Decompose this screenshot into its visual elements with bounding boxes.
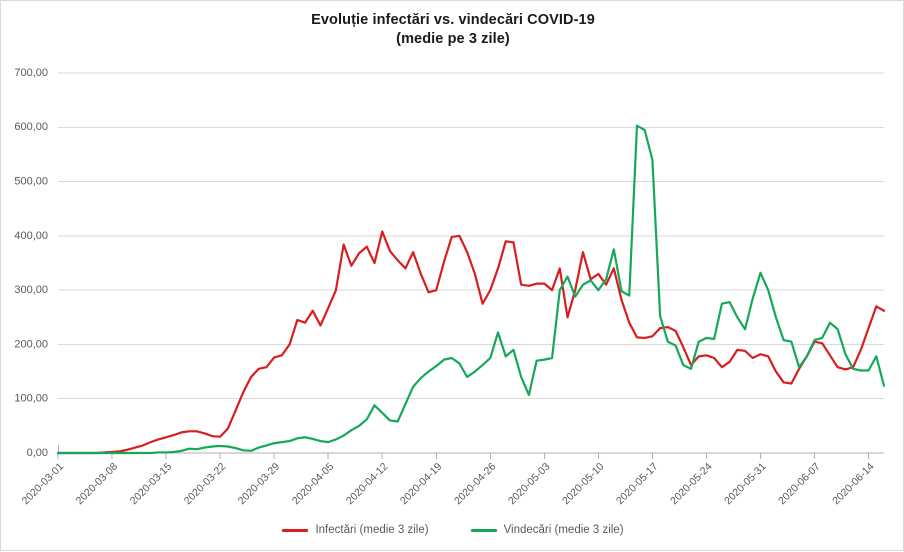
legend-swatch-infectari [282,528,309,532]
gridlines [58,72,884,454]
x-tick-label: 2020-04-26 [452,461,499,508]
legend-item-vindecari[interactable]: Vindecări (medie 3 zile) [470,524,624,536]
legend-swatch-vindecari [470,528,497,532]
x-tick-label: 2020-04-12 [344,461,391,508]
x-tick-label: 2020-05-10 [560,461,607,508]
y-tick-label: 700,00 [14,67,48,79]
x-tick-label: 2020-04-05 [290,461,337,508]
legend-item-infectari[interactable]: Infectări (medie 3 zile) [282,524,429,536]
y-tick-label: 500,00 [14,175,48,187]
y-tick-label: 400,00 [14,230,48,242]
chart-legend: Infectări (medie 3 zile) Vindecări (medi… [1,524,904,536]
x-tick-label: 2020-06-07 [776,461,823,508]
x-tick-label: 2020-06-14 [830,461,877,508]
x-tick-label: 2020-05-03 [506,461,553,508]
series-line-infectari [56,230,886,455]
legend-label-infectari: Infectări (medie 3 zile) [315,524,429,536]
x-axis-ticks [57,453,870,459]
x-tick-label: 2020-03-08 [74,461,121,508]
y-tick-label: 100,00 [14,393,48,405]
x-tick-label: 2020-03-29 [236,461,283,508]
x-axis-tick-labels: 2020-03-01 2020-03-08 2020-03-15 2020-03-22… [20,461,877,508]
data-series-lines [56,124,886,455]
x-tick-label: 2020-03-01 [20,461,67,508]
chart-title-line-1: Evoluție infectări vs. vindecări COVID-1… [311,12,595,28]
y-tick-label: 300,00 [14,284,48,296]
x-tick-label: 2020-03-15 [128,461,175,508]
y-tick-label: 0,00 [27,447,48,459]
series-line-vindecari [56,124,886,455]
x-tick-label: 2020-05-31 [722,461,769,508]
x-tick-label: 2020-05-24 [668,461,715,508]
legend-label-vindecari: Vindecări (medie 3 zile) [503,524,624,536]
y-tick-label: 200,00 [14,338,48,350]
x-tick-label: 2020-03-22 [182,461,229,508]
chart-title-line-2: (medie pe 3 zile) [396,31,510,47]
y-tick-label: 600,00 [14,121,48,133]
y-axis-tick-labels: 0,00 100,00 200,00 300,00 400,00 500,00 600,00… [14,67,48,459]
x-tick-label: 2020-05-17 [614,461,661,508]
x-tick-label: 2020-04-19 [398,461,445,508]
chart-title: Evoluție infectări vs. vindecări COVID-1… [1,11,904,49]
